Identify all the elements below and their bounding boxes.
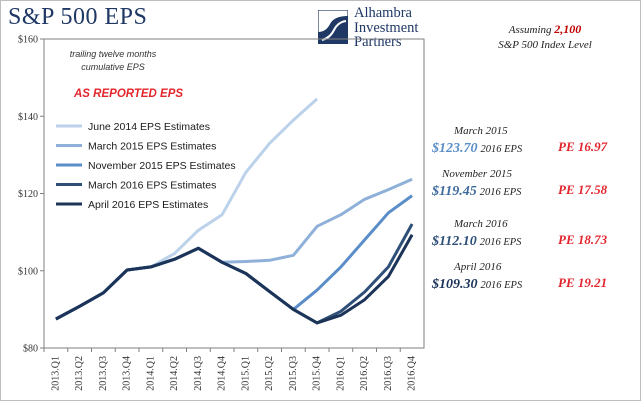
legend: June 2014 EPS Estimates March 2015 EPS Es… — [56, 121, 236, 211]
x-tick-label: 2013.Q2 — [74, 356, 85, 391]
index-assumption: Assuming 2,100 S&P 500 Index Level — [486, 22, 604, 53]
assumption-value: 2,100 — [554, 22, 582, 36]
estimate-pe: PE 16.97 — [558, 139, 608, 154]
legend-label: March 2015 EPS Estimates — [88, 141, 216, 153]
estimate-block-march-2016: March 2016 $112.10 2016 EPS PE 18.73 — [432, 218, 637, 250]
legend-label: November 2015 EPS Estimates — [88, 160, 236, 172]
x-tick-label: 2016.Q1 — [335, 356, 346, 391]
series-line-2 — [55, 194, 413, 321]
estimate-period: November 2015 — [442, 168, 512, 180]
series-lines — [55, 97, 414, 325]
annotation-cumulative: cumulative EPS — [81, 62, 145, 72]
y-tick-label: $120 — [18, 189, 38, 200]
x-tick-label: 2015.Q1 — [240, 356, 251, 391]
estimate-period: March 2015 — [454, 125, 508, 137]
y-tick-label: $160 — [18, 35, 38, 46]
assumption-prefix: Assuming — [508, 24, 555, 36]
estimate-value: $119.45 — [432, 184, 477, 199]
annotation-ttm: trailing twelve months — [70, 49, 157, 59]
x-tick-label: 2014.Q4 — [217, 356, 228, 391]
x-tick-label: 2016.Q2 — [359, 356, 370, 391]
alhambra-logo-icon — [318, 10, 348, 44]
chart-title: S&P 500 EPS — [8, 4, 148, 30]
x-tick-label: 2015.Q2 — [264, 356, 275, 391]
x-tick-label: 2016.Q4 — [407, 356, 418, 391]
logo-line-3: Partners — [354, 34, 402, 50]
estimate-block-april-2016: April 2016 $109.30 2016 EPS PE 19.21 — [432, 261, 637, 293]
estimate-label: 2016 EPS — [479, 187, 522, 198]
x-tick-label: 2013.Q3 — [98, 356, 109, 391]
estimate-pe: PE 18.73 — [558, 232, 608, 247]
series-line-3 — [55, 223, 414, 325]
x-tick-label: 2014.Q2 — [169, 356, 180, 391]
logo-wordmark: Alhambra Investment Partners — [354, 6, 418, 50]
legend-label: June 2014 EPS Estimates — [88, 121, 210, 133]
x-tick-label: 2013.Q1 — [50, 356, 61, 391]
x-tick-label: 2014.Q3 — [193, 356, 204, 391]
axes-group: $80 $100 $120 $140 $160 2013.Q1 2013.Q2 2013.Q3… — [18, 35, 425, 391]
logo-line-1: Alhambra — [354, 5, 412, 21]
x-tick-label: 2016.Q3 — [383, 356, 394, 391]
logo-line-2: Investment — [354, 19, 419, 36]
estimate-pe: PE 19.21 — [558, 275, 608, 290]
estimate-label: 2016 EPS — [479, 237, 522, 248]
y-tick-label: $140 — [18, 112, 38, 123]
x-tick-label: 2015.Q4 — [312, 356, 323, 391]
annotation-as-reported: AS REPORTED EPS — [73, 88, 183, 100]
estimate-block-november-2015: November 2015 $119.45 2016 EPS PE 17.58 — [432, 168, 637, 200]
assumption-suffix: S&P 500 Index Level — [498, 39, 592, 51]
y-tick-label: $80 — [23, 344, 38, 355]
estimate-period: March 2016 — [454, 218, 508, 230]
estimate-label: 2016 EPS — [480, 144, 523, 155]
series-line-4 — [55, 234, 414, 325]
estimate-value: $123.70 — [432, 141, 478, 156]
estimate-value: $112.10 — [432, 234, 477, 249]
chart-annotations: trailing twelve months cumulative EPS AS… — [70, 49, 184, 100]
x-tick-label: 2014.Q1 — [145, 356, 156, 391]
estimate-pe: PE 17.58 — [558, 182, 608, 197]
estimate-label: 2016 EPS — [480, 280, 523, 291]
legend-label: March 2016 EPS Estimates — [88, 180, 216, 192]
legend-label: April 2016 EPS Estimates — [88, 199, 208, 211]
estimate-period: April 2016 — [454, 261, 502, 273]
x-tick-label: 2013.Q4 — [122, 356, 133, 391]
estimate-block-march-2015: March 2015 $123.70 2016 EPS PE 16.97 — [432, 125, 637, 157]
x-tick-label: 2015.Q3 — [288, 356, 299, 391]
estimate-value: $109.30 — [432, 277, 478, 292]
y-tick-label: $100 — [18, 266, 38, 277]
